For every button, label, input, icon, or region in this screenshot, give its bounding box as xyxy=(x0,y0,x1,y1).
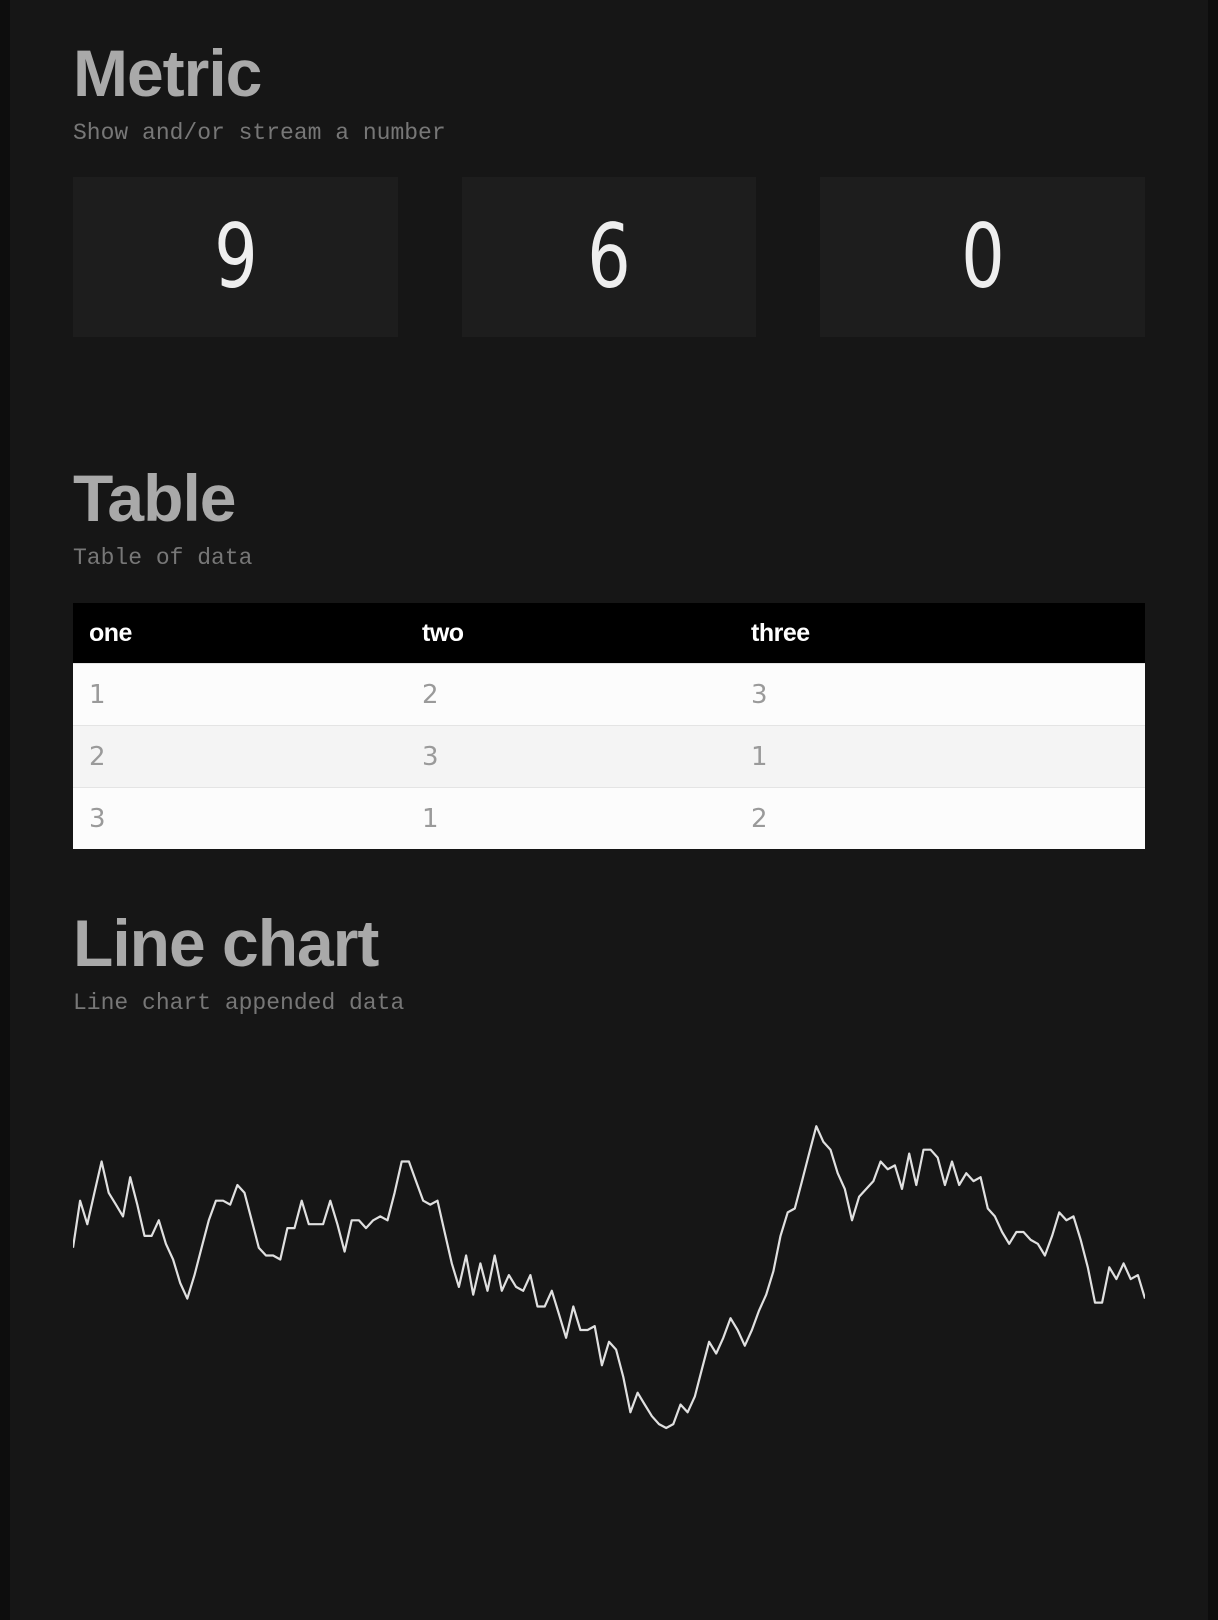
metric-value: 9 xyxy=(213,205,258,308)
chart-section-title: Line chart xyxy=(73,906,379,980)
table-cell: 1 xyxy=(406,787,735,849)
data-table: one two three 1 2 3 2 3 1 3 1 2 xyxy=(73,603,1145,849)
chart-series-line xyxy=(73,1125,1145,1430)
metric-section-subtitle: Show and/or stream a number xyxy=(73,120,446,146)
table-row: 3 1 2 xyxy=(73,787,1145,849)
app-panel: Metric Show and/or stream a number 9 6 0… xyxy=(10,0,1208,1620)
table-cell: 3 xyxy=(406,725,735,788)
table-section-subtitle: Table of data xyxy=(73,545,253,571)
metric-box: 9 xyxy=(73,177,398,337)
table-cell: 2 xyxy=(73,725,406,788)
table-cell: 2 xyxy=(735,787,1145,849)
column-header: two xyxy=(406,603,735,664)
table-section-title: Table xyxy=(73,461,236,535)
metric-section-title: Metric xyxy=(73,36,262,110)
table-row: 1 2 3 xyxy=(73,663,1145,726)
metric-box: 6 xyxy=(462,177,756,337)
line-chart xyxy=(73,1125,1145,1430)
table-header-row: one two three xyxy=(73,603,1145,664)
table-cell: 2 xyxy=(406,663,735,726)
metric-value: 0 xyxy=(960,205,1005,308)
chart-section-subtitle: Line chart appended data xyxy=(73,990,405,1016)
table-row: 2 3 1 xyxy=(73,725,1145,788)
table-cell: 1 xyxy=(735,725,1145,788)
metric-box: 0 xyxy=(820,177,1145,337)
table-cell: 1 xyxy=(73,663,406,726)
table-cell: 3 xyxy=(735,663,1145,726)
column-header: one xyxy=(73,603,406,664)
metric-value: 6 xyxy=(587,205,631,308)
column-header: three xyxy=(735,603,1145,664)
table-cell: 3 xyxy=(73,787,406,849)
